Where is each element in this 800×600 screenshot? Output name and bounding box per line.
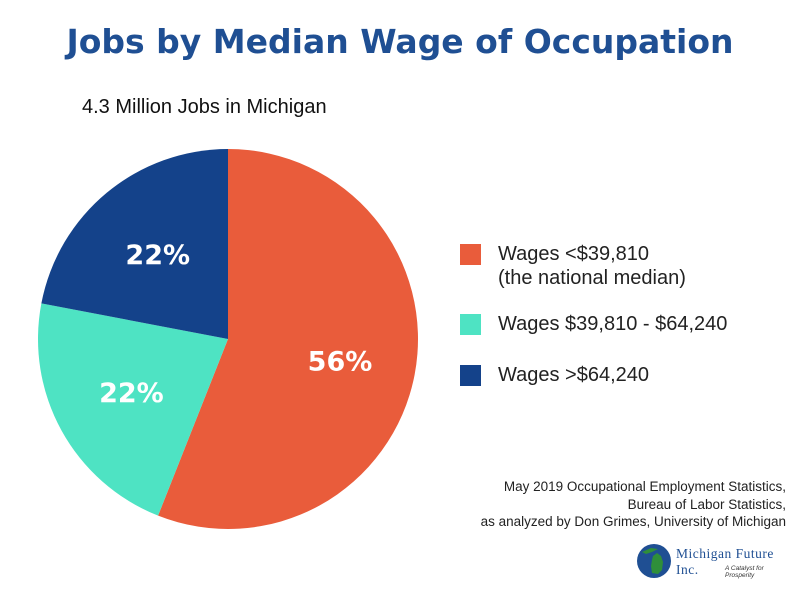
legend-swatch-high-wage xyxy=(460,365,481,386)
logo: Michigan Future Inc. A Catalyst for Pros… xyxy=(636,540,786,582)
logo-tagline: A Catalyst for Prosperity xyxy=(725,565,764,579)
legend: Wages <$39,810 (the national median) Wag… xyxy=(460,242,727,409)
michigan-map-icon xyxy=(637,544,671,578)
legend-item-low-wage: Wages <$39,810 (the national median) xyxy=(460,242,727,290)
chart-title: Jobs by Median Wage of Occupation xyxy=(66,22,734,61)
legend-swatch-mid-wage xyxy=(460,314,481,335)
logo-name: Michigan Future Inc. xyxy=(676,546,774,577)
legend-label-low-wage: Wages <$39,810 (the national median) xyxy=(498,243,686,289)
slice-high-wage xyxy=(41,149,229,339)
legend-swatch-low-wage xyxy=(460,244,481,265)
slice-mid-wage xyxy=(38,303,228,516)
slice-low-wage xyxy=(158,149,418,529)
slice-label-low-wage: 56% xyxy=(308,346,373,377)
legend-item-mid-wage: Wages $39,810 - $64,240 xyxy=(460,312,727,336)
legend-label-high-wage: Wages >$64,240 xyxy=(498,364,650,386)
source-note: May 2019 Occupational Employment Statist… xyxy=(480,479,786,529)
chart-subtitle: 4.3 Million Jobs in Michigan xyxy=(82,96,327,118)
legend-label-mid-wage: Wages $39,810 - $64,240 xyxy=(498,313,728,335)
slice-label-high-wage: 22% xyxy=(125,240,190,271)
legend-item-high-wage: Wages >$64,240 xyxy=(460,363,727,387)
slice-label-mid-wage: 22% xyxy=(99,378,164,409)
